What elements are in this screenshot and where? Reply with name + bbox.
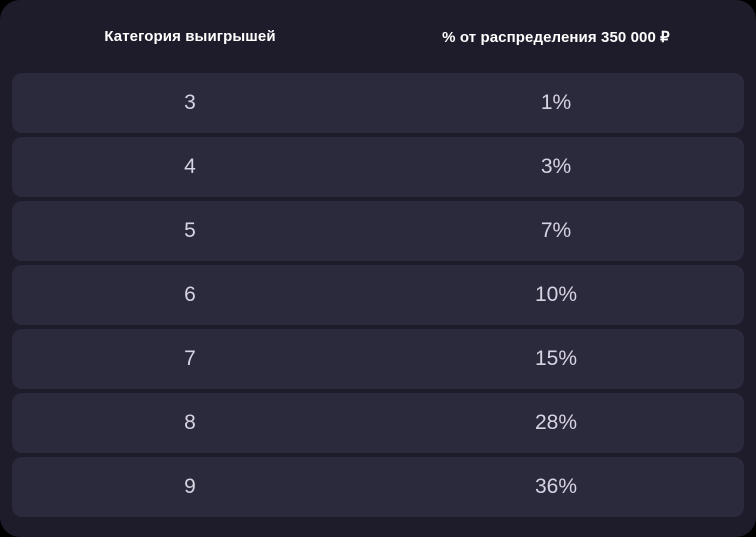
table-row: 7 15% [12,329,744,389]
cell-share: 7% [540,219,572,242]
cell-category: 8 [184,411,196,434]
cell-category: 5 [184,219,196,242]
table-row: 9 36% [12,457,744,517]
cell-share: 28% [534,411,578,434]
table-header-row: Категория выигрышей % от распределения 3… [12,0,744,73]
table-row: 6 10% [12,265,744,325]
column-header-share: % от распределения 350 000 ₽ [442,28,670,46]
cell-share: 1% [540,91,572,114]
column-header-category: Категория выигрышей [104,28,276,45]
table-row: 5 7% [12,201,744,261]
cell-share: 3% [540,155,572,178]
cell-share: 10% [534,283,578,306]
cell-category: 4 [184,155,196,178]
table-row: 3 1% [12,73,744,133]
cell-category: 3 [184,91,196,114]
cell-category: 6 [184,283,196,306]
cell-category: 7 [184,347,196,370]
cell-category: 9 [184,475,196,498]
table-row: 4 3% [12,137,744,197]
cell-share: 15% [534,347,578,370]
cell-share: 36% [534,475,578,498]
table-row: 8 28% [12,393,744,453]
table-body: 3 1% 4 3% 5 7% 6 10% 7 15% 8 28% 9 36% [12,73,744,517]
